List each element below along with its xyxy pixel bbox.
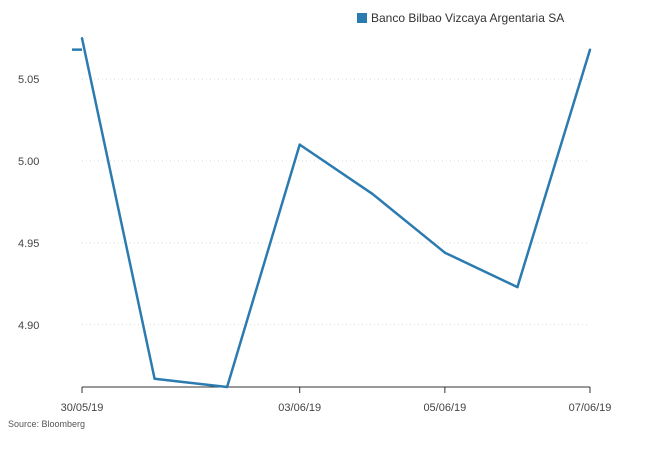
y-axis-tick-labels: 4.90 4.95 5.00 5.05 [18, 74, 39, 332]
x-tick-label: 05/06/19 [423, 402, 466, 414]
data-point [588, 48, 592, 51]
y-tick-label: 4.90 [18, 320, 39, 332]
x-tick-label: 03/06/19 [278, 402, 321, 414]
y-tick-label: 5.05 [18, 74, 39, 86]
data-point [371, 192, 374, 195]
x-axis-ticks: 30/05/19 03/06/19 05/06/19 07/06/19 [61, 387, 612, 414]
data-point [443, 251, 447, 254]
data-point [225, 385, 229, 389]
data-point [516, 285, 519, 289]
x-tick-label: 07/06/19 [569, 402, 612, 414]
data-points [80, 36, 592, 389]
data-point [153, 377, 156, 381]
series-line-bbva [80, 37, 592, 389]
source-note: Source: Bloomberg [8, 419, 85, 429]
x-tick-label: 30/05/19 [61, 402, 104, 414]
gridlines [82, 78, 590, 326]
legend-swatch [357, 13, 367, 23]
data-point [298, 143, 301, 146]
legend-label: Banco Bilbao Vizcaya Argentaria SA [371, 11, 564, 25]
legend: Banco Bilbao Vizcaya Argentaria SA [357, 11, 564, 25]
y-tick-label: 5.00 [18, 156, 39, 168]
data-point [80, 36, 84, 40]
y-tick-label: 4.95 [18, 238, 39, 250]
